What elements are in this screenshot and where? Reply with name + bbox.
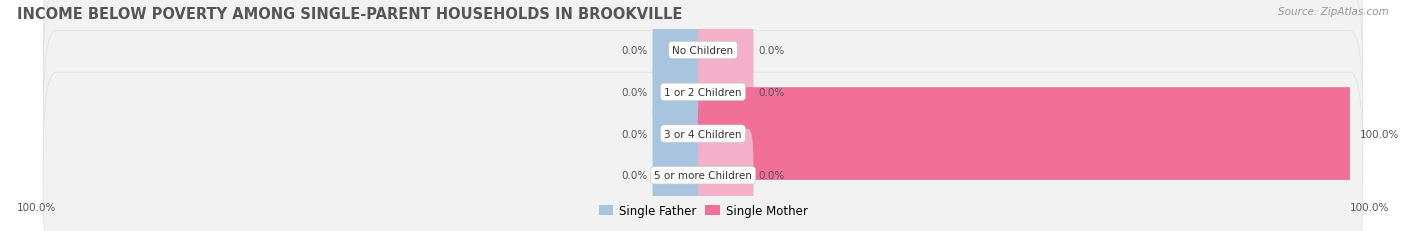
FancyBboxPatch shape [44,0,1362,195]
Text: 1 or 2 Children: 1 or 2 Children [664,87,742,97]
Text: 0.0%: 0.0% [758,170,785,181]
FancyBboxPatch shape [652,129,709,222]
FancyBboxPatch shape [697,129,754,222]
FancyBboxPatch shape [652,88,709,180]
Text: 100.0%: 100.0% [17,202,56,212]
FancyBboxPatch shape [44,31,1362,231]
Text: 0.0%: 0.0% [621,170,648,181]
Text: 100.0%: 100.0% [1350,202,1389,212]
Text: 0.0%: 0.0% [621,129,648,139]
Text: No Children: No Children [672,46,734,56]
FancyBboxPatch shape [697,46,754,139]
FancyBboxPatch shape [697,88,1355,180]
FancyBboxPatch shape [652,46,709,139]
FancyBboxPatch shape [44,0,1362,154]
Text: 0.0%: 0.0% [621,87,648,97]
Text: 0.0%: 0.0% [621,46,648,56]
Text: INCOME BELOW POVERTY AMONG SINGLE-PARENT HOUSEHOLDS IN BROOKVILLE: INCOME BELOW POVERTY AMONG SINGLE-PARENT… [17,7,682,22]
FancyBboxPatch shape [697,5,754,97]
Text: 5 or more Children: 5 or more Children [654,170,752,181]
FancyBboxPatch shape [652,5,709,97]
Text: 100.0%: 100.0% [1360,129,1399,139]
Text: Source: ZipAtlas.com: Source: ZipAtlas.com [1278,7,1389,17]
Text: 0.0%: 0.0% [758,87,785,97]
Text: 3 or 4 Children: 3 or 4 Children [664,129,742,139]
Text: 0.0%: 0.0% [758,46,785,56]
Legend: Single Father, Single Mother: Single Father, Single Mother [593,200,813,222]
FancyBboxPatch shape [44,73,1362,231]
